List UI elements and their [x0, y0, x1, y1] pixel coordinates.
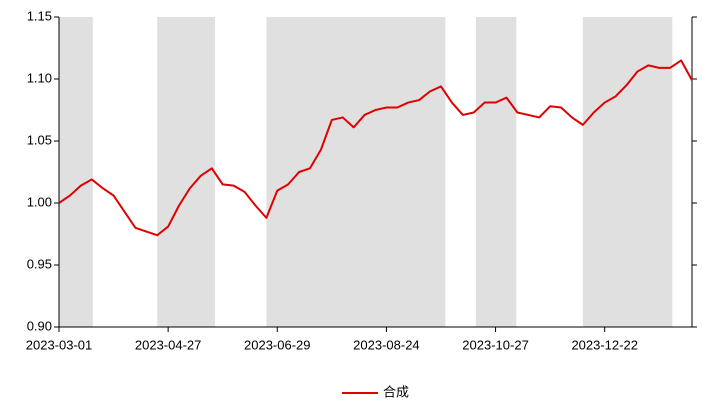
y-tick-label: 1.00 [27, 194, 52, 209]
shaded-band [475, 17, 517, 327]
x-tick-label: 2023-10-27 [462, 337, 529, 352]
y-tick-label: 1.10 [27, 70, 52, 85]
x-tick-label: 2023-08-24 [353, 337, 420, 352]
y-tick-label: 1.15 [27, 8, 52, 23]
x-tick-label: 2023-04-27 [135, 337, 202, 352]
x-tick-label: 2023-06-29 [244, 337, 311, 352]
legend-label: 合成 [383, 384, 409, 399]
shaded-band [582, 17, 673, 327]
series-line [58, 59, 693, 237]
x-tick-label: 2023-12-22 [571, 337, 638, 352]
x-tick-label: 2023-03-01 [26, 337, 93, 352]
shading [59, 17, 673, 327]
shaded-band [266, 17, 446, 327]
shaded-band [59, 17, 93, 327]
y-tick-label: 0.95 [27, 256, 52, 271]
plot: 0.90 0.95 1.00 1.05 1.10 1.15 2023-03-01 2023-0… [26, 8, 697, 399]
y-tick-label: 1.05 [27, 132, 52, 147]
y-tick-label: 0.90 [27, 318, 52, 333]
